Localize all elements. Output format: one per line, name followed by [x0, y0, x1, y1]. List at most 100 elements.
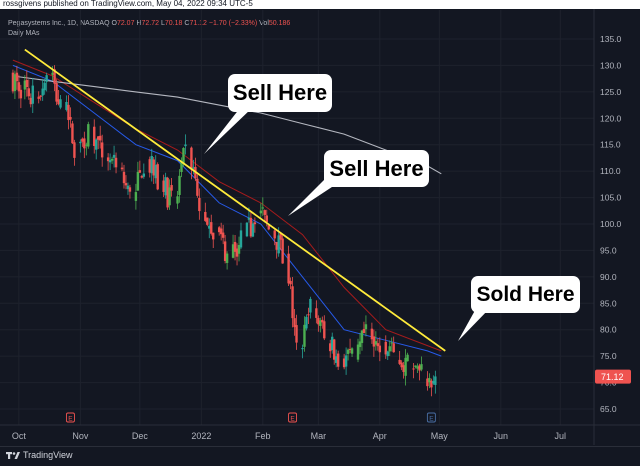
candle-body	[346, 349, 350, 354]
candle-body	[319, 320, 322, 326]
candle-body	[370, 328, 374, 340]
candle-body	[390, 342, 393, 344]
candle-body	[384, 341, 387, 355]
candle-body	[210, 222, 213, 234]
candle-body	[13, 74, 17, 92]
candle-body	[317, 317, 320, 325]
candle-body	[281, 238, 284, 264]
candle-body	[196, 178, 199, 196]
candle-body	[231, 244, 235, 258]
candle-body	[372, 336, 376, 347]
candle-body	[364, 324, 368, 330]
candle-body	[225, 253, 229, 263]
callout-sell-here-1: Sell Here	[228, 74, 332, 112]
candle-body	[331, 336, 334, 351]
candle-body	[15, 72, 19, 82]
candle-body	[418, 365, 421, 371]
candle-body	[239, 230, 243, 248]
candle-body	[128, 187, 132, 192]
candle-body	[112, 154, 116, 158]
time-tick-label: Mar	[311, 431, 327, 441]
candle-body	[406, 354, 409, 362]
candle-body	[190, 147, 193, 170]
high-label: H	[136, 20, 142, 27]
candle-body	[426, 378, 429, 387]
candle-body	[57, 99, 60, 105]
candle-body	[67, 104, 70, 121]
candle-body	[11, 72, 15, 92]
candle-body	[348, 348, 352, 351]
candle-body	[168, 187, 171, 206]
candle-body	[247, 217, 251, 220]
candle-body	[358, 341, 362, 348]
candle-body	[412, 368, 415, 370]
candle-body	[295, 325, 298, 343]
candle-body	[402, 365, 405, 372]
candle-body	[142, 173, 146, 177]
earnings-marker-box	[426, 412, 436, 423]
candle-body	[148, 159, 151, 173]
candle-body	[180, 162, 183, 172]
symbol-name: Pegasystems Inc., 1D, NASDAQ	[8, 20, 110, 27]
candle-body	[150, 155, 153, 174]
candle-body	[333, 339, 336, 360]
candle-body	[404, 357, 407, 376]
candle-body	[95, 139, 98, 150]
price-tick-label: 80.0	[600, 325, 617, 335]
candle-body	[374, 341, 378, 345]
earnings-marker-box	[65, 412, 75, 423]
candle-body	[204, 211, 207, 221]
candle-body	[124, 183, 128, 186]
candle-body	[184, 144, 187, 147]
high-value: 72.72	[141, 20, 160, 27]
price-tick-label: 100.0	[600, 219, 622, 229]
change-value: −1.70 (−2.33%)	[208, 20, 258, 27]
candle-body	[39, 95, 42, 97]
candle-body	[307, 314, 310, 316]
moving-average-line	[12, 64, 442, 357]
candle-body	[277, 235, 280, 254]
time-tick-label: Dec	[132, 431, 149, 441]
candle-body	[134, 192, 138, 201]
candle-body	[19, 89, 23, 99]
candle-body	[217, 227, 221, 233]
close-value: 71.12	[189, 20, 207, 27]
candle-body	[350, 348, 354, 354]
price-chart[interactable]: 65.070.075.080.085.090.095.0100.0105.011…	[0, 0, 640, 446]
candle-body	[273, 230, 276, 239]
candle-body	[376, 343, 380, 347]
earnings-marker-label: E	[68, 416, 73, 423]
candle-body	[154, 164, 157, 179]
price-tick-label: 115.0	[600, 140, 621, 150]
candle-body	[85, 144, 88, 146]
candle-body	[136, 171, 140, 191]
candle-body	[360, 330, 364, 343]
candle-body	[176, 196, 179, 204]
price-tick-label: 125.0	[600, 87, 622, 97]
candle-body	[293, 318, 296, 328]
candle-body	[100, 142, 104, 158]
candle-body	[233, 241, 237, 252]
candle-body	[31, 85, 34, 104]
low-label: L	[160, 20, 165, 27]
candle-body	[221, 232, 225, 238]
callout-sell-here-2: Sell Here	[324, 150, 429, 187]
candle-body	[162, 180, 165, 192]
candle-body	[79, 141, 82, 144]
price-tick-label: 85.0	[600, 298, 617, 308]
candle-body	[249, 217, 253, 237]
open-value: 72.07	[116, 20, 135, 27]
candle-body	[41, 88, 44, 96]
tradingview-logo-icon	[6, 452, 20, 459]
candle-body	[69, 117, 72, 120]
price-tick-label: 75.0	[600, 351, 617, 361]
candle-body	[110, 158, 114, 161]
candle-body	[198, 197, 201, 212]
close-label: C	[184, 20, 190, 27]
callout-pointers	[204, 108, 490, 341]
candle-body	[25, 79, 29, 88]
candlesticks	[11, 65, 437, 397]
candle-body	[301, 348, 304, 350]
footer-bar: TradingView	[0, 446, 640, 466]
moving-average-line	[12, 59, 442, 352]
